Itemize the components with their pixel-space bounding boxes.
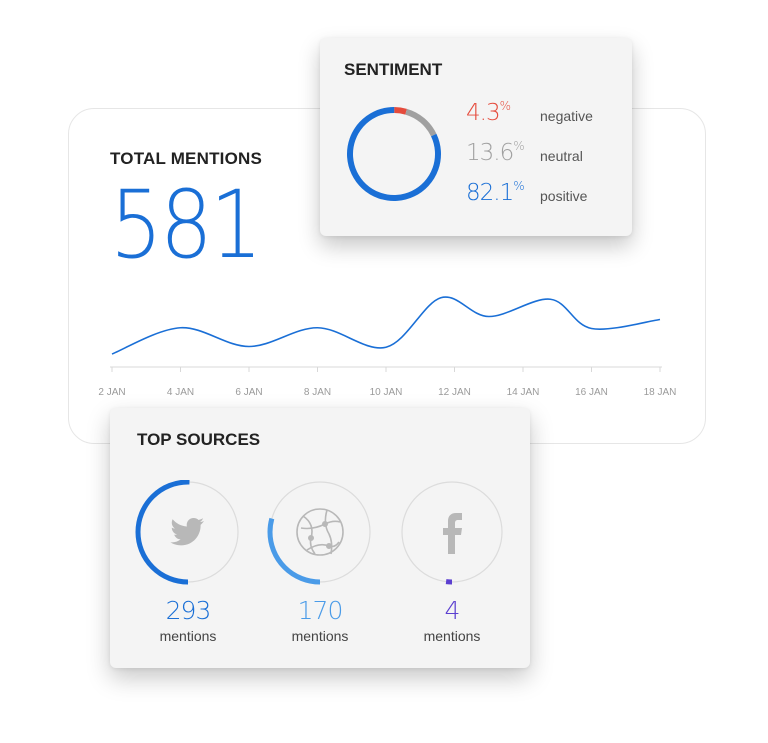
x-tick-label: 6 JAN <box>235 387 263 398</box>
x-tick-label: 14 JAN <box>506 387 540 398</box>
source-twitter[interactable]: 293 mentions <box>133 480 243 650</box>
web-share-ring <box>267 480 373 585</box>
sentiment-donut-segment-positive <box>347 107 441 201</box>
globe-icon <box>296 508 344 556</box>
total-mentions-value: 581 <box>110 171 263 280</box>
facebook-label: mentions <box>423 628 481 644</box>
x-tick-label: 18 JAN <box>643 387 677 398</box>
facebook-share-ring <box>399 480 505 585</box>
x-tick-label: 2 JAN <box>98 387 126 398</box>
x-tick-label: 4 JAN <box>166 387 195 398</box>
source-share-arc <box>399 480 505 585</box>
sentiment-row-neutral: 13.6% neutral <box>466 139 626 168</box>
sentiment-donut <box>347 107 441 201</box>
sentiment-negative-value: 4.3% <box>466 99 511 126</box>
source-share-arc <box>135 480 241 585</box>
total-mentions-title: TOTAL MENTIONS <box>110 149 263 168</box>
x-tick-label: 8 JAN <box>303 387 332 398</box>
sentiment-donut-segment-neutral <box>347 107 441 201</box>
source-share-arc <box>267 480 373 585</box>
top-sources-title: TOP SOURCES <box>137 430 261 449</box>
sentiment-row-positive: 82.1% positive <box>466 179 626 208</box>
x-tick-label: 12 JAN <box>438 387 471 398</box>
source-facebook[interactable]: 4 mentions <box>397 480 507 650</box>
web-label: mentions <box>291 628 349 644</box>
twitter-share-ring <box>135 480 241 585</box>
sentiment-positive-label: positive <box>540 188 588 204</box>
source-web[interactable]: 170 mentions <box>265 480 375 650</box>
top-sources-card: TOP SOURCES 293 mentions <box>110 408 530 668</box>
sentiment-positive-value: 82.1% <box>466 179 525 206</box>
sentiment-card: SENTIMENT 4.3% negative 13.6% neutral 82… <box>320 38 632 236</box>
x-tick-label: 16 JAN <box>575 387 608 398</box>
twitter-label: mentions <box>159 628 217 644</box>
sentiment-row-negative: 4.3% negative <box>466 99 626 128</box>
mentions-series-line <box>111 296 661 355</box>
twitter-count: 293 <box>165 596 212 625</box>
x-tick-label: 10 JAN <box>369 387 403 398</box>
web-count: 170 <box>297 596 344 625</box>
sentiment-title: SENTIMENT <box>344 60 443 79</box>
facebook-count: 4 <box>444 596 461 625</box>
twitter-icon <box>170 518 204 546</box>
sentiment-neutral-label: neutral <box>540 148 583 164</box>
sentiment-negative-label: negative <box>540 108 593 124</box>
facebook-icon <box>443 513 462 554</box>
sentiment-neutral-value: 13.6% <box>466 139 525 166</box>
